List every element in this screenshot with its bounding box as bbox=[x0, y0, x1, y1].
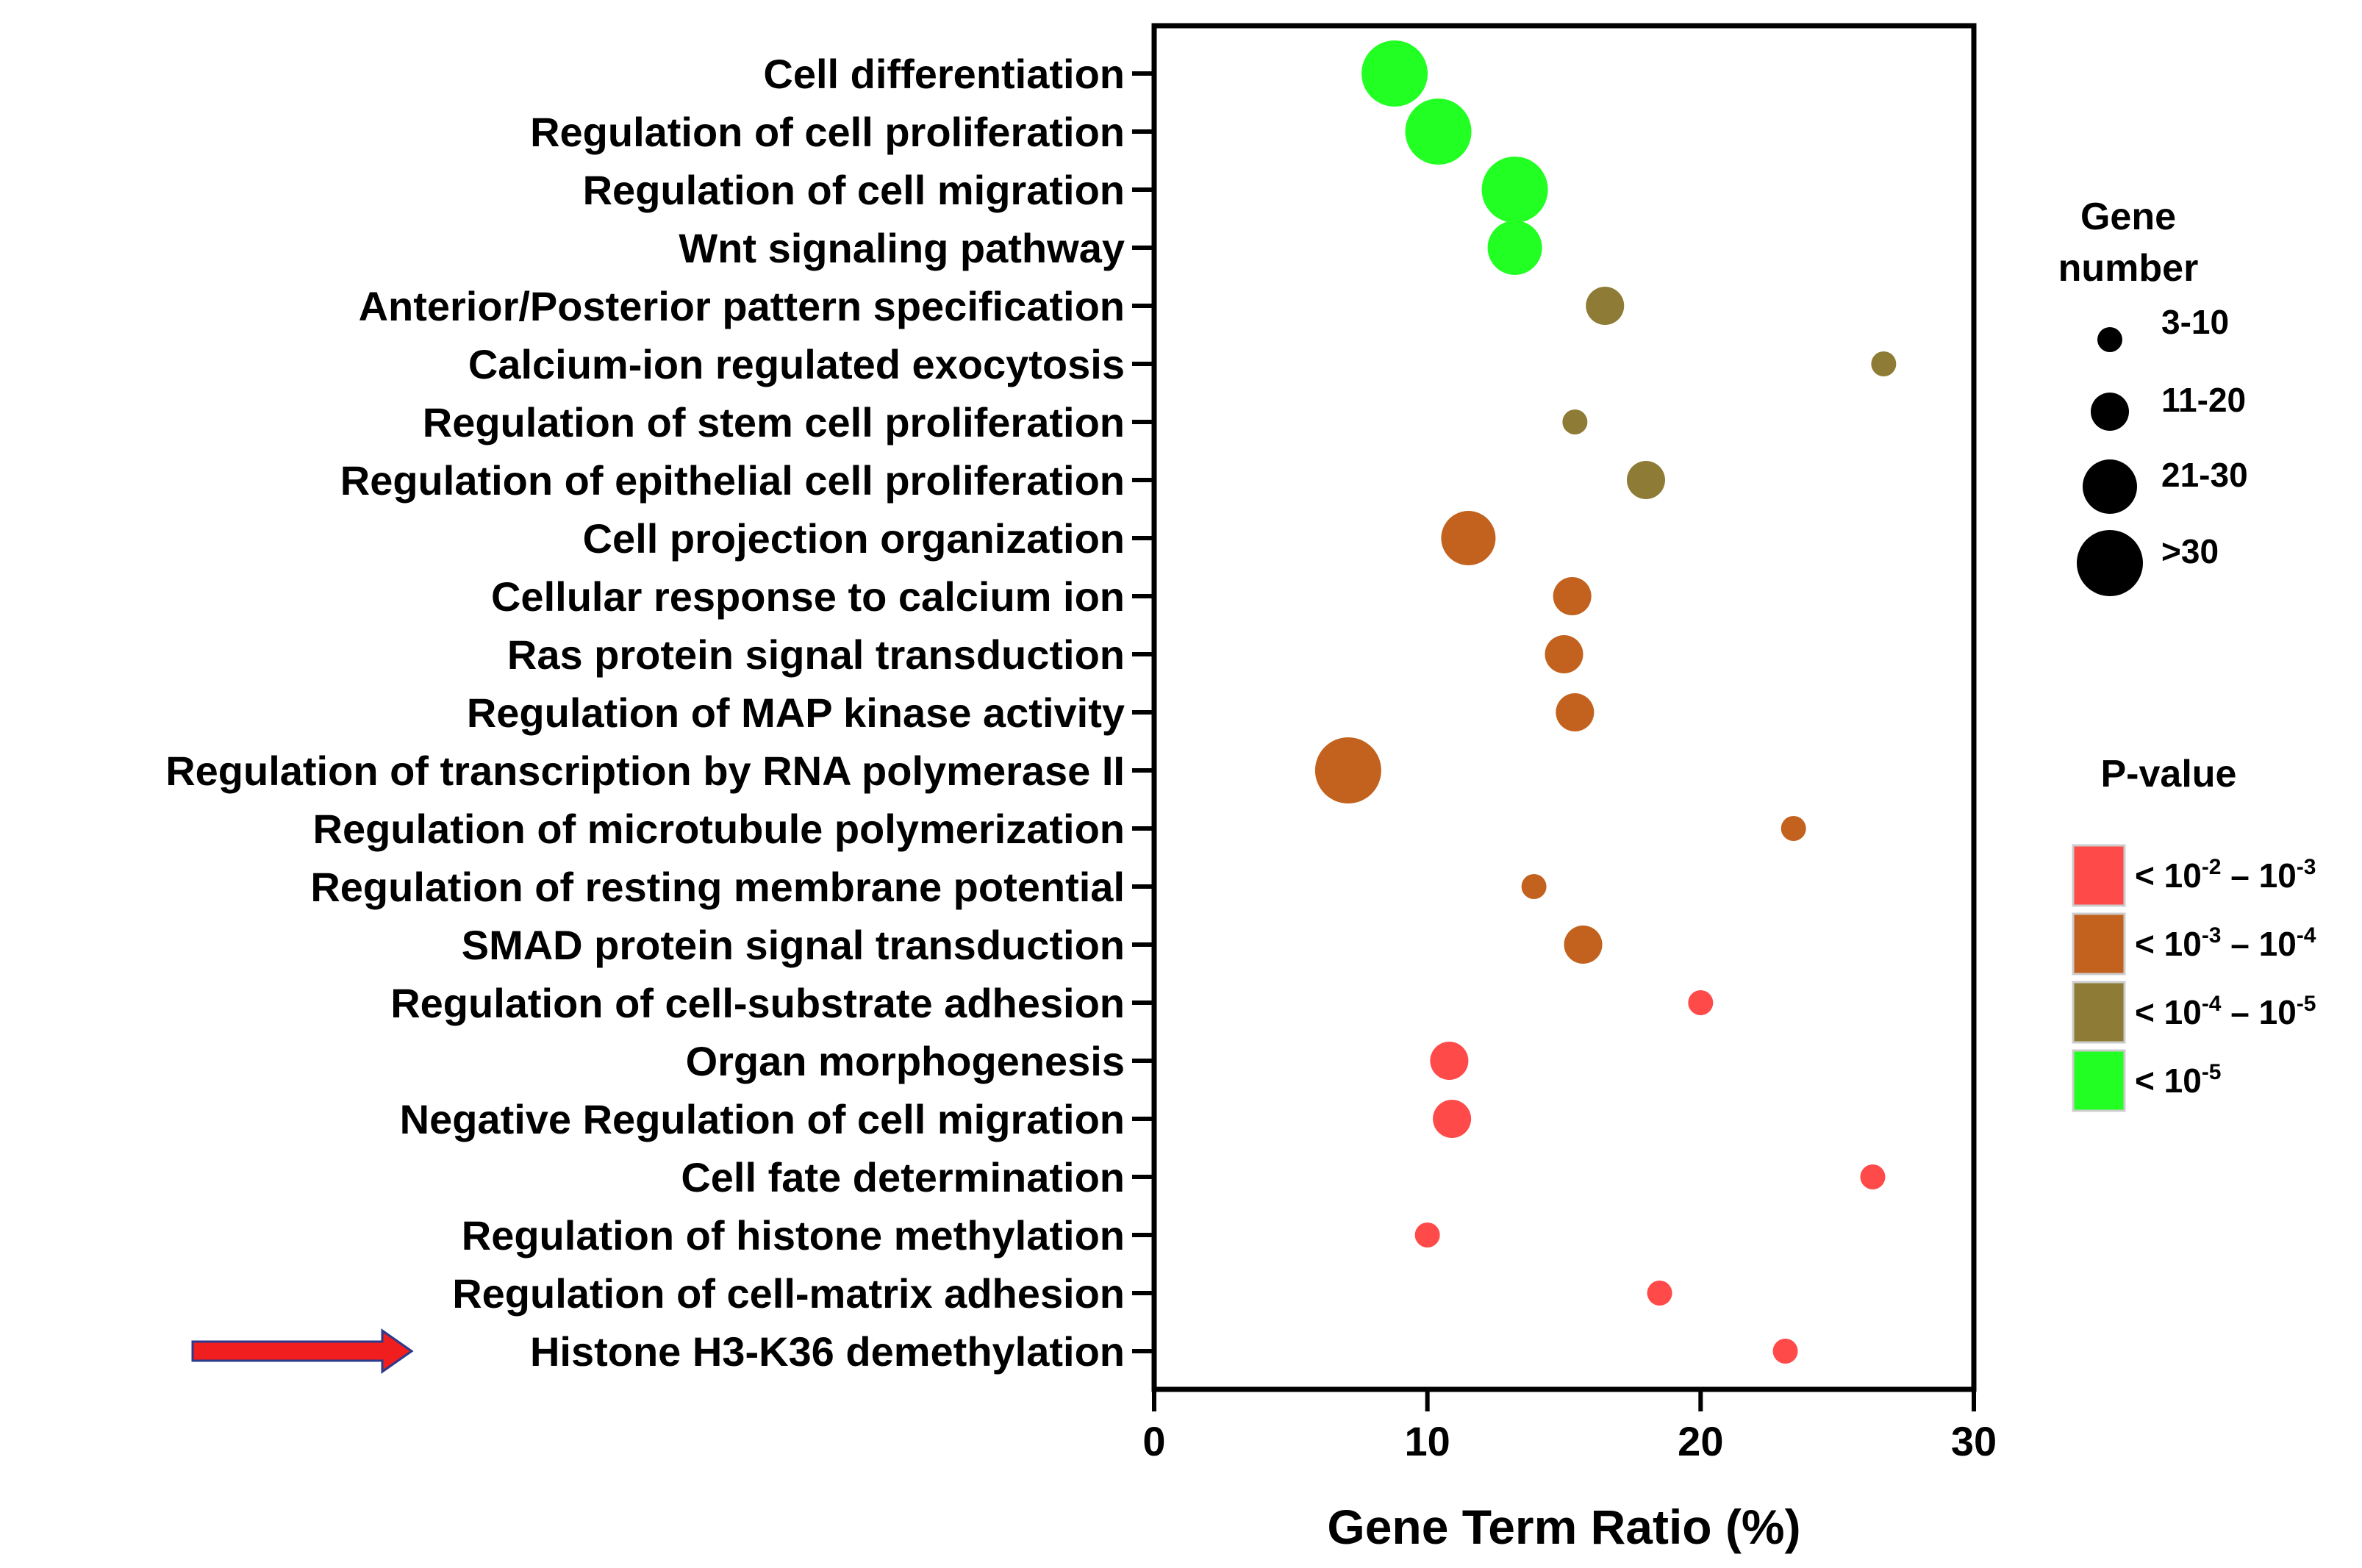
x-tick-label: 20 bbox=[1678, 1418, 1723, 1464]
size-legend-marker bbox=[2083, 459, 2137, 514]
bubble-point bbox=[1772, 1339, 1798, 1364]
bubble-point bbox=[1553, 577, 1592, 615]
bubble-point bbox=[1433, 1100, 1472, 1138]
size-legend-label: >30 bbox=[2161, 532, 2219, 570]
category-label: Regulation of epithelial cell proliferat… bbox=[340, 457, 1125, 504]
size-legend-marker bbox=[2097, 327, 2122, 352]
size-legend-title-line2: number bbox=[2058, 247, 2199, 290]
bubble-point bbox=[1545, 635, 1583, 673]
p-value-legend-label: < 10-4 – 10-5 bbox=[2135, 992, 2316, 1031]
size-legend-marker bbox=[2077, 530, 2143, 596]
category-label: Ras protein signal transduction bbox=[507, 631, 1125, 678]
p-value-legend-label: < 10-2 – 10-3 bbox=[2135, 855, 2316, 895]
category-label: Anterior/Posterior pattern specification bbox=[359, 283, 1125, 329]
category-label: Regulation of stem cell proliferation bbox=[423, 399, 1125, 445]
category-label: Cell projection organization bbox=[583, 515, 1125, 562]
size-legend-marker bbox=[2091, 393, 2129, 431]
gene-number-legend: Gene number 3-10 11-20 21-30 >30 bbox=[2058, 196, 2248, 596]
bubble-point bbox=[1361, 40, 1428, 107]
p-value-legend-label: < 10-5 bbox=[2135, 1060, 2222, 1100]
category-label: Regulation of cell-matrix adhesion bbox=[452, 1270, 1125, 1317]
p-value-legend-swatch bbox=[2072, 844, 2126, 907]
p-value-legend-swatch bbox=[2072, 981, 2126, 1044]
category-label: Organ morphogenesis bbox=[686, 1038, 1125, 1084]
category-label: Regulation of histone methylation bbox=[462, 1212, 1125, 1259]
x-axis-title: Gene Term Ratio (%) bbox=[1327, 1500, 1800, 1554]
p-value-legend: P-value < 10-2 – 10-3 < 10-3 – 10-4 < 10-4 … bbox=[2072, 753, 2316, 1112]
bubble-point bbox=[1860, 1164, 1886, 1189]
bubble-point bbox=[1688, 990, 1714, 1015]
red-arrow-icon bbox=[191, 1328, 414, 1374]
category-label: Calcium-ion regulated exocytosis bbox=[468, 341, 1125, 387]
plot-frame bbox=[1151, 23, 1977, 1392]
bubble-point bbox=[1487, 221, 1542, 275]
category-label: Regulation of resting membrane potential bbox=[310, 864, 1125, 910]
category-label: Histone H3-K36 demethylation bbox=[530, 1328, 1125, 1375]
bubble-point bbox=[1481, 157, 1548, 223]
x-tick-label: 30 bbox=[1951, 1418, 1997, 1464]
size-legend-label: 21-30 bbox=[2161, 456, 2248, 494]
bubble-point bbox=[1414, 1222, 1440, 1247]
category-label: Regulation of MAP kinase activity bbox=[467, 690, 1125, 736]
category-label: Regulation of cell-substrate adhesion bbox=[390, 980, 1125, 1026]
bubble-point bbox=[1871, 351, 1897, 376]
x-tick-label: 0 bbox=[1142, 1418, 1165, 1464]
p-value-legend-swatch bbox=[2072, 912, 2126, 975]
x-tick-label: 10 bbox=[1405, 1418, 1450, 1464]
category-label: Negative Regulation of cell migration bbox=[400, 1096, 1125, 1142]
size-legend-label: 11-20 bbox=[2161, 381, 2246, 419]
size-legend-title-line1: Gene bbox=[2080, 196, 2176, 238]
bubble-point bbox=[1441, 511, 1496, 565]
bubble-point bbox=[1430, 1042, 1469, 1080]
bubble-point bbox=[1564, 926, 1603, 964]
bubbles bbox=[1314, 40, 1897, 1364]
category-label: Regulation of microtubule polymerization bbox=[313, 806, 1125, 852]
bubble-point bbox=[1405, 99, 1472, 165]
bubble-point bbox=[1314, 737, 1381, 803]
bubble-point bbox=[1627, 461, 1665, 499]
y-axis: Cell differentiation Regulation of cell p… bbox=[165, 51, 1154, 1375]
highlight-arrow-icon bbox=[191, 1328, 414, 1374]
category-label: Regulation of cell migration bbox=[583, 167, 1125, 213]
category-label: Regulation of transcription by RNA polym… bbox=[165, 748, 1125, 794]
bubble-point bbox=[1781, 816, 1806, 841]
bubble-point bbox=[1521, 874, 1547, 899]
bubble-point bbox=[1556, 693, 1595, 731]
bubble-point bbox=[1586, 287, 1625, 325]
bubble-point bbox=[1647, 1281, 1672, 1306]
category-label: Cell differentiation bbox=[763, 51, 1125, 97]
size-legend-label: 3-10 bbox=[2161, 303, 2229, 341]
p-value-legend-title: P-value bbox=[2101, 753, 2237, 795]
p-value-legend-label: < 10-3 – 10-4 bbox=[2135, 923, 2316, 963]
plot-area bbox=[1151, 23, 1977, 1392]
category-label: Cell fate determination bbox=[681, 1154, 1125, 1200]
p-value-legend-swatch bbox=[2072, 1049, 2126, 1112]
bubble-point bbox=[1562, 409, 1588, 434]
category-label: Wnt signaling pathway bbox=[679, 225, 1125, 271]
category-label: Cellular response to calcium ion bbox=[491, 573, 1125, 620]
category-label: SMAD protein signal transduction bbox=[462, 922, 1125, 968]
category-label: Regulation of cell proliferation bbox=[530, 109, 1125, 155]
x-axis: 0 10 20 30 Gene Term Ratio (%) bbox=[1142, 1389, 1997, 1554]
